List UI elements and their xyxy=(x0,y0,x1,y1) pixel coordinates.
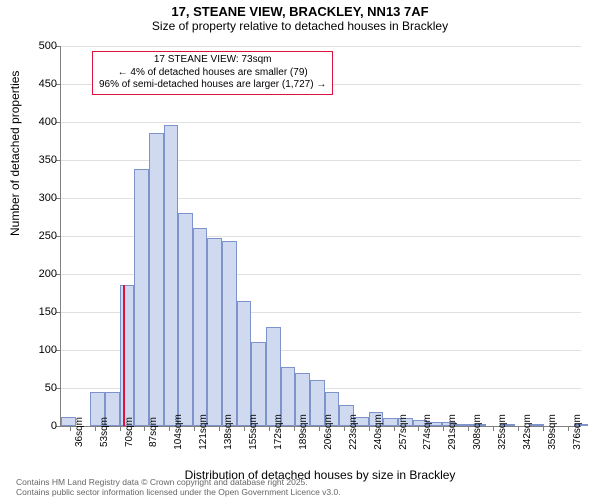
page-title: 17, STEANE VIEW, BRACKLEY, NN13 7AF xyxy=(0,0,600,19)
ytick-label: 0 xyxy=(27,420,57,432)
xtick-label: 104sqm xyxy=(173,414,184,450)
histogram-bar xyxy=(120,285,135,426)
footer-line-2: Contains public sector information licen… xyxy=(16,488,341,498)
ytick-label: 450 xyxy=(27,78,57,90)
info-line-2: ← 4% of detached houses are smaller (79) xyxy=(99,67,326,80)
y-axis-label: Number of detached properties xyxy=(8,71,22,236)
xtick-label: 223sqm xyxy=(348,414,359,450)
xtick-label: 121sqm xyxy=(198,414,209,450)
histogram-bar xyxy=(383,418,398,426)
histogram-bar xyxy=(178,213,193,426)
xtick-mark xyxy=(144,426,145,431)
histogram-bar xyxy=(164,125,179,426)
ytick-label: 150 xyxy=(27,306,57,318)
xtick-label: 155sqm xyxy=(248,414,259,450)
xtick-label: 376sqm xyxy=(572,414,583,450)
histogram-bar xyxy=(149,133,164,426)
ytick-label: 100 xyxy=(27,344,57,356)
xtick-mark xyxy=(319,426,320,431)
xtick-label: 325sqm xyxy=(497,414,508,450)
xtick-label: 87sqm xyxy=(148,417,159,447)
ytick-label: 250 xyxy=(27,230,57,242)
histogram-bar xyxy=(266,327,281,426)
property-marker-line xyxy=(123,285,125,426)
xtick-mark xyxy=(120,426,121,431)
xtick-label: 274sqm xyxy=(422,414,433,450)
histogram-bar xyxy=(222,241,237,426)
ytick-label: 50 xyxy=(27,382,57,394)
histogram-bar xyxy=(237,301,252,426)
xtick-mark xyxy=(369,426,370,431)
xtick-label: 257sqm xyxy=(398,414,409,450)
xtick-mark xyxy=(294,426,295,431)
gridline xyxy=(61,46,581,47)
xtick-label: 240sqm xyxy=(373,414,384,450)
ytick-label: 350 xyxy=(27,154,57,166)
gridline xyxy=(61,160,581,161)
chart-plot-area: 05010015020025030035040045050036sqm53sqm… xyxy=(60,46,580,426)
ytick-label: 200 xyxy=(27,268,57,280)
xtick-mark xyxy=(70,426,71,431)
page-subtitle: Size of property relative to detached ho… xyxy=(0,19,600,37)
xtick-label: 172sqm xyxy=(273,414,284,450)
xtick-mark xyxy=(344,426,345,431)
xtick-label: 206sqm xyxy=(323,414,334,450)
gridline xyxy=(61,122,581,123)
info-line-3: 96% of semi-detached houses are larger (… xyxy=(99,79,326,92)
xtick-mark xyxy=(194,426,195,431)
ytick-label: 300 xyxy=(27,192,57,204)
xtick-mark xyxy=(468,426,469,431)
info-line-1: 17 STEANE VIEW: 73sqm xyxy=(99,54,326,67)
xtick-mark xyxy=(394,426,395,431)
xtick-label: 53sqm xyxy=(99,417,110,447)
xtick-mark xyxy=(418,426,419,431)
histogram-bar xyxy=(193,228,208,426)
histogram-bar xyxy=(207,238,222,426)
xtick-label: 36sqm xyxy=(74,417,85,447)
property-info-box: 17 STEANE VIEW: 73sqm ← 4% of detached h… xyxy=(92,51,333,95)
xtick-mark xyxy=(244,426,245,431)
xtick-label: 70sqm xyxy=(124,417,135,447)
xtick-label: 308sqm xyxy=(472,414,483,450)
xtick-label: 291sqm xyxy=(447,414,458,450)
ytick-label: 400 xyxy=(27,116,57,128)
xtick-label: 138sqm xyxy=(223,414,234,450)
xtick-mark xyxy=(219,426,220,431)
xtick-mark xyxy=(493,426,494,431)
xtick-mark xyxy=(169,426,170,431)
xtick-mark xyxy=(95,426,96,431)
histogram-bar xyxy=(134,169,149,426)
xtick-label: 342sqm xyxy=(522,414,533,450)
ytick-label: 500 xyxy=(27,40,57,52)
xtick-mark xyxy=(443,426,444,431)
xtick-label: 359sqm xyxy=(547,414,558,450)
xtick-mark xyxy=(518,426,519,431)
xtick-mark xyxy=(269,426,270,431)
footer-attribution: Contains HM Land Registry data © Crown c… xyxy=(16,478,341,498)
xtick-mark xyxy=(568,426,569,431)
xtick-label: 189sqm xyxy=(298,414,309,450)
xtick-mark xyxy=(543,426,544,431)
